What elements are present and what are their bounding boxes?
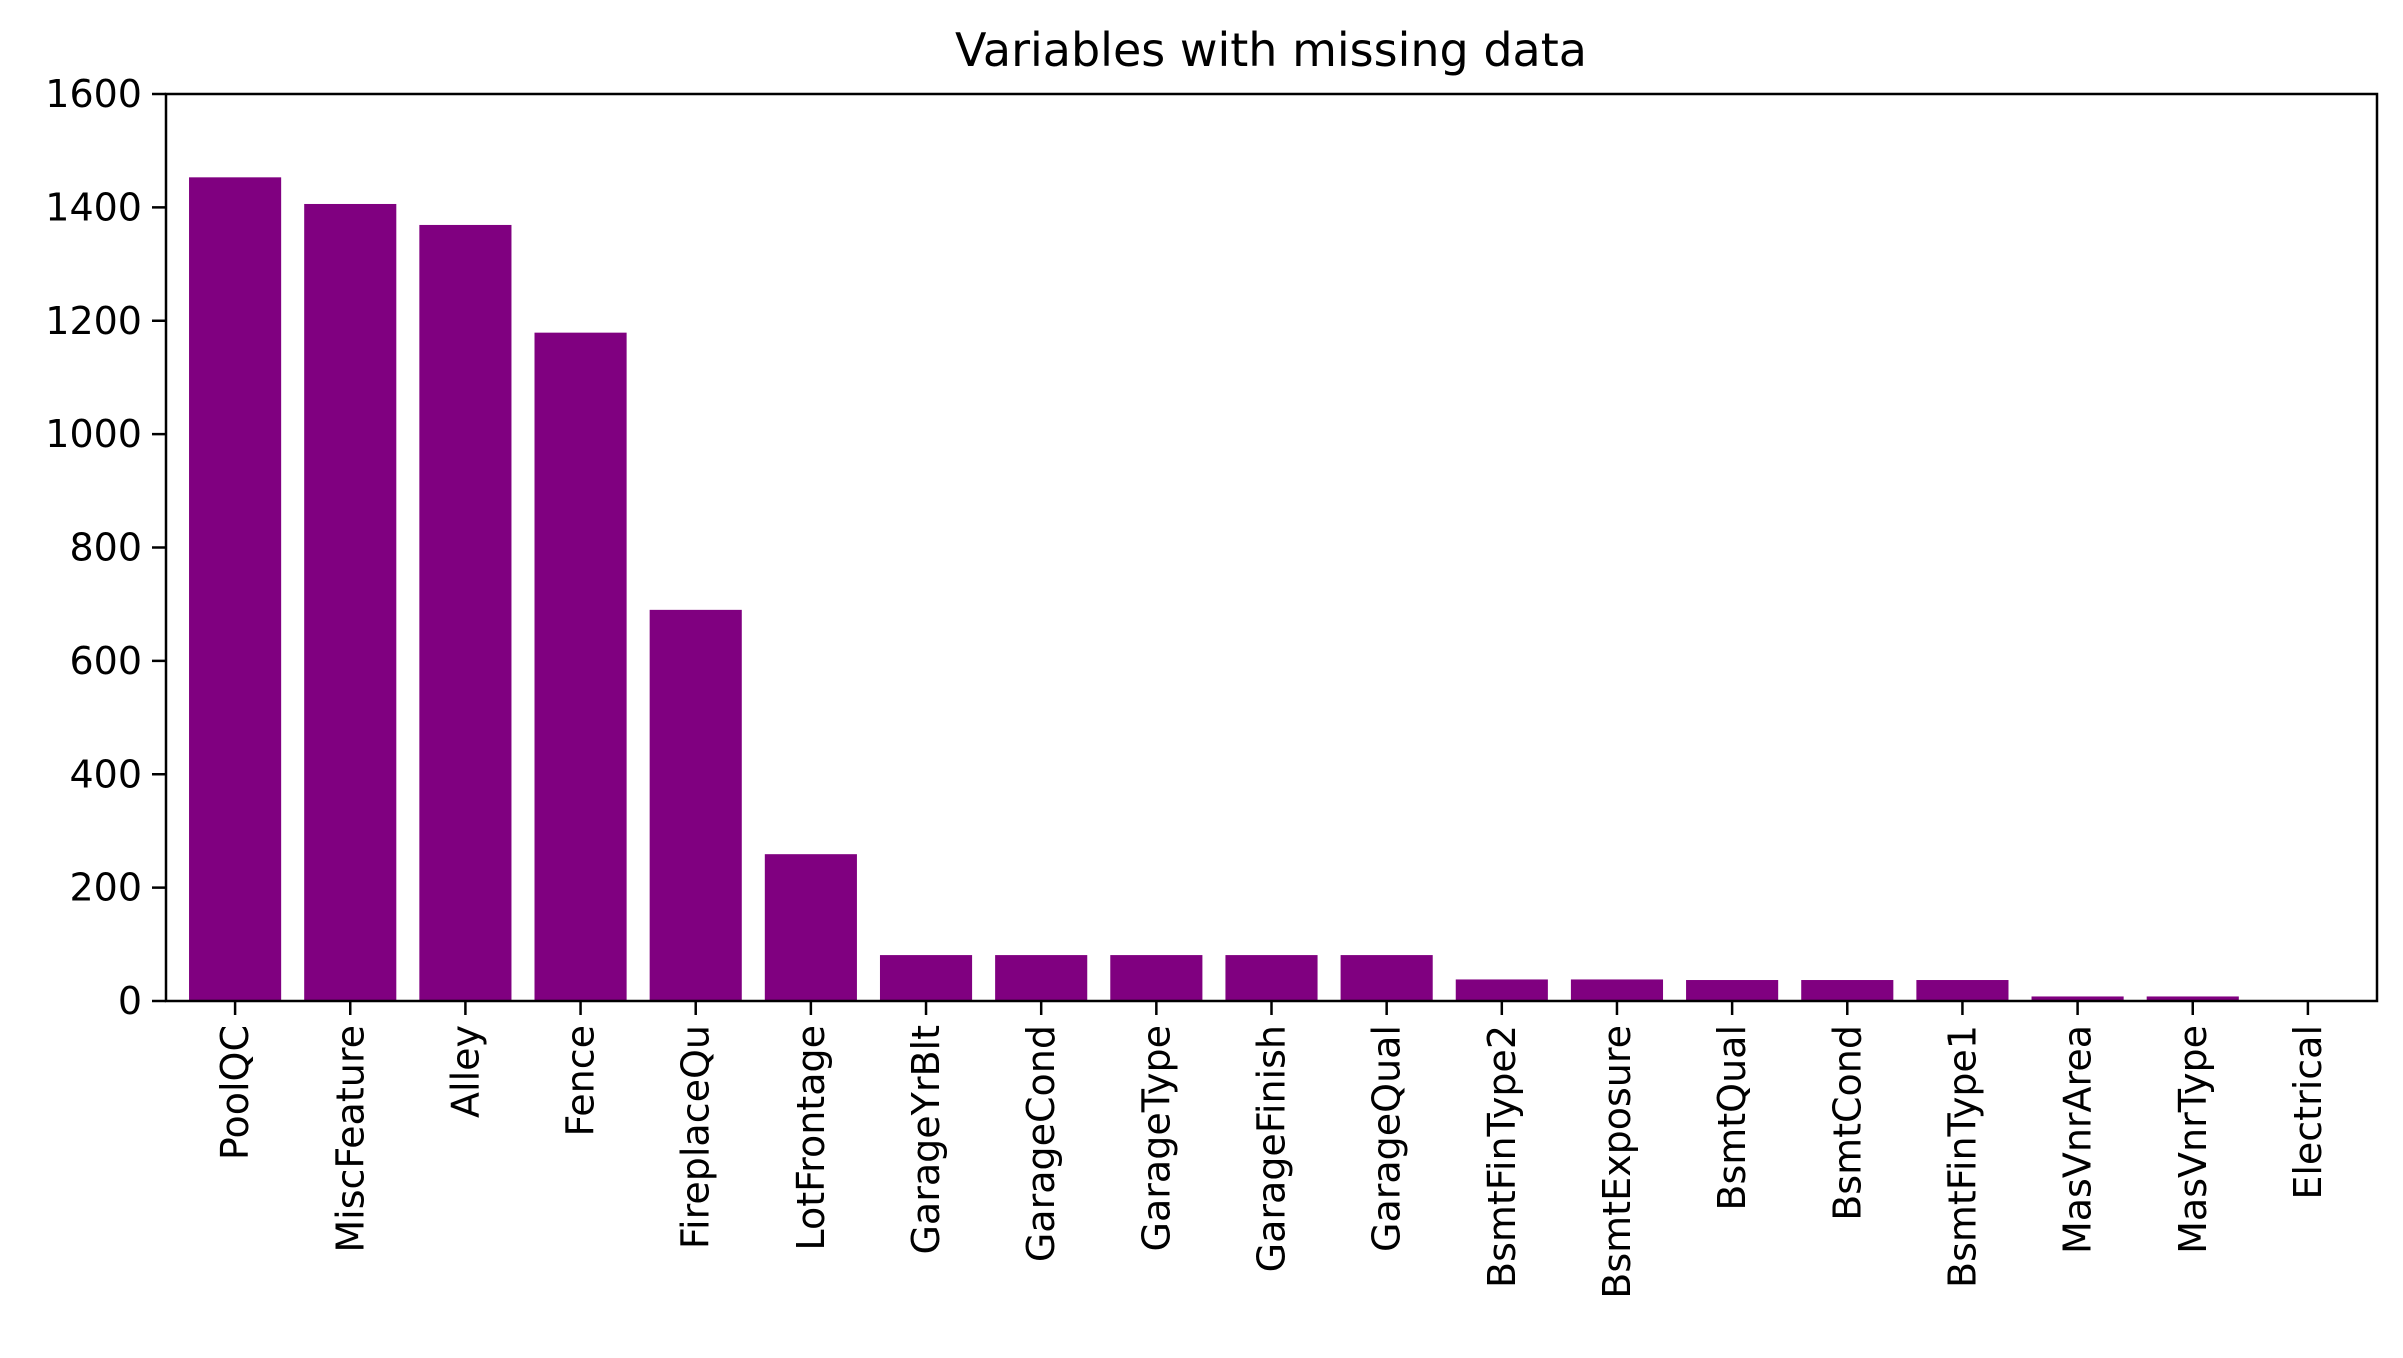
bar-BsmtExposure: [1570, 979, 1664, 1001]
x-tick-label-GarageYrBlt: GarageYrBlt: [904, 1025, 948, 1255]
x-tick-label-GarageType: GarageType: [1134, 1025, 1178, 1251]
x-tick-label-BsmtCond: BsmtCond: [1825, 1025, 1869, 1221]
x-tick-label-BsmtQual: BsmtQual: [1710, 1025, 1754, 1211]
bar-BsmtQual: [1686, 980, 1779, 1001]
bar-GarageFinish: [1225, 955, 1318, 1001]
bars-group: [189, 177, 2354, 1001]
x-tick-label-BsmtExposure: BsmtExposure: [1595, 1025, 1639, 1299]
plot-frame: [164, 92, 2379, 1003]
bar-GarageType: [1110, 955, 1203, 1001]
x-tick-label-FireplaceQu: FireplaceQu: [674, 1025, 718, 1249]
bar-BsmtFinType1: [1916, 980, 2009, 1001]
bar-GarageQual: [1340, 955, 1433, 1001]
x-tick-label-BsmtFinType2: BsmtFinType2: [1480, 1025, 1524, 1288]
y-tick-label-1200: 1200: [45, 299, 142, 343]
y-tick-label-1600: 1600: [45, 72, 142, 116]
y-tick-label-1400: 1400: [45, 185, 142, 229]
bar-Fence: [534, 332, 627, 1001]
y-tick-label-0: 0: [118, 979, 142, 1023]
bar-GarageCond: [995, 955, 1088, 1001]
x-tick-label-MiscFeature: MiscFeature: [328, 1025, 372, 1253]
bar-Alley: [419, 224, 512, 1001]
x-tick-label-PoolQC: PoolQC: [213, 1025, 257, 1160]
bar-BsmtCond: [1801, 980, 1894, 1001]
x-tick-label-Fence: Fence: [559, 1025, 603, 1137]
x-axis: PoolQC MiscFeature Alley Fence FireplaceQu Lo…: [213, 1001, 2330, 1299]
x-tick-label-Alley: Alley: [443, 1025, 487, 1118]
bar-FireplaceQu: [649, 609, 742, 1001]
y-tick-label-200: 200: [69, 866, 142, 910]
x-tick-label-Electrical: Electrical: [2286, 1025, 2330, 1200]
y-tick-label-600: 600: [69, 639, 142, 683]
bar-MasVnrArea: [2031, 996, 2124, 1001]
bar-GarageYrBlt: [879, 955, 973, 1001]
x-tick-label-MasVnrType: MasVnrType: [2171, 1025, 2215, 1254]
bar-MiscFeature: [304, 203, 397, 1001]
x-tick-label-GarageCond: GarageCond: [1019, 1025, 1063, 1262]
bar-LotFrontage: [764, 854, 857, 1001]
y-tick-label-400: 400: [69, 752, 142, 796]
x-tick-label-LotFrontage: LotFrontage: [789, 1025, 833, 1251]
bar-PoolQC: [189, 177, 282, 1001]
y-tick-label-800: 800: [69, 526, 142, 570]
y-tick-label-1000: 1000: [45, 412, 142, 456]
bar-BsmtFinType2: [1455, 979, 1548, 1001]
x-tick-label-GarageFinish: GarageFinish: [1250, 1025, 1294, 1272]
x-tick-label-BsmtFinType1: BsmtFinType1: [1940, 1025, 1984, 1288]
x-tick-label-MasVnrArea: MasVnrArea: [2056, 1025, 2100, 1254]
chart-title: Variables with missing data: [955, 23, 1587, 77]
bar-MasVnrType: [2146, 996, 2239, 1001]
x-tick-label-GarageQual: GarageQual: [1365, 1025, 1409, 1252]
y-axis: 0 200 400 600 800 1000 1200 1400 1600: [45, 72, 166, 1023]
